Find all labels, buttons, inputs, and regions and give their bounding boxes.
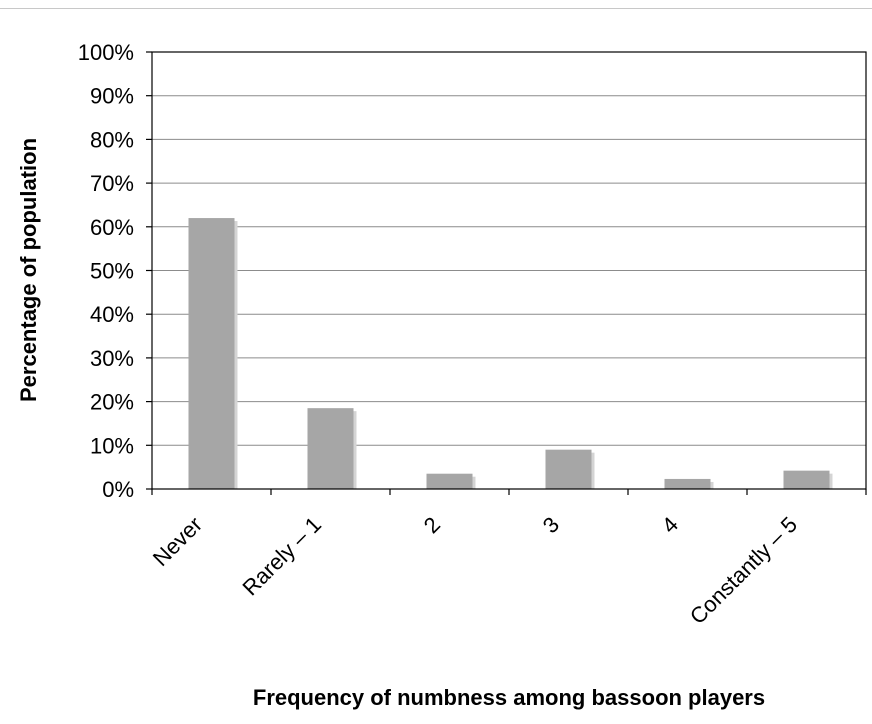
bar	[188, 218, 235, 489]
x-tick-label: 4	[657, 512, 683, 538]
x-tick-label: Rarely – 1	[237, 512, 326, 601]
bar	[783, 470, 830, 489]
y-tick-label: 50%	[90, 259, 134, 284]
y-tick-label: 0%	[102, 477, 134, 502]
bar	[545, 449, 592, 489]
x-tick-label: Never	[148, 512, 207, 571]
y-tick-label: 100%	[78, 40, 134, 65]
y-tick-label: 60%	[90, 215, 134, 240]
y-axis-title: Percentage of population	[16, 138, 41, 402]
y-tick-label: 20%	[90, 390, 134, 415]
y-tick-label: 40%	[90, 302, 134, 327]
x-tick-label: 2	[419, 512, 445, 538]
bar	[664, 478, 711, 489]
bars	[188, 218, 833, 489]
x-tick-label: Constantly – 5	[685, 512, 802, 629]
x-tick-labels: Never Rarely – 1 2 3 4 Constantly – 5	[148, 512, 802, 629]
y-tick-label: 70%	[90, 171, 134, 196]
x-axis-title: Frequency of numbness among bassoon play…	[253, 685, 765, 710]
y-tick-labels: 0% 10% 20% 30% 40% 50% 60% 70% 80% 90% 100%	[78, 40, 134, 502]
bar	[307, 408, 354, 489]
top-divider	[0, 8, 872, 9]
gridlines	[152, 51, 866, 446]
y-tick-label: 90%	[90, 84, 134, 109]
y-tick-label: 80%	[90, 127, 134, 152]
axes	[146, 51, 867, 495]
y-tick-label: 10%	[90, 433, 134, 458]
y-tick-label: 30%	[90, 346, 134, 371]
x-tick-label: 3	[538, 512, 564, 538]
bar	[426, 473, 473, 489]
